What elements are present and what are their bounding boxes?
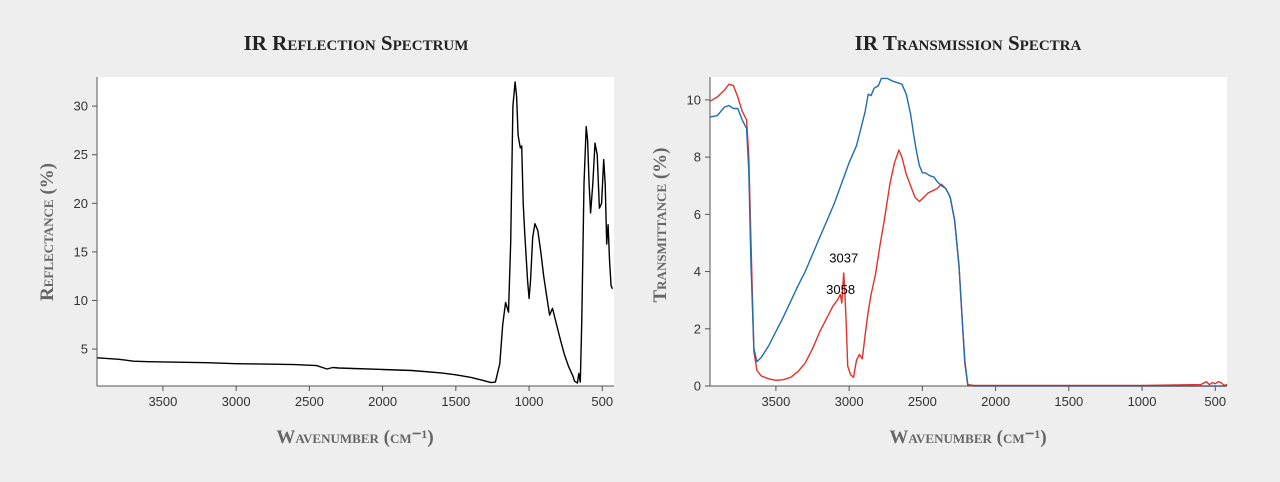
reflection-y-tick-label: 20 (74, 196, 88, 211)
transmission-y-tick-label: 6 (694, 207, 701, 222)
transmission-x-tick-label: 2500 (908, 394, 937, 409)
reflection-x-axis-label: Wavenumber (cm⁻¹) (276, 427, 433, 448)
transmission-chart: IR Transmission Spectra 3500 3000 2500 2000… (650, 31, 1228, 448)
transmission-chart-title: IR Transmission Spectra (855, 31, 1082, 55)
transmission-y-tick-label: 10 (687, 92, 701, 107)
reflection-x-tick-label: 3500 (148, 394, 177, 409)
transmission-x-axis-label: Wavenumber (cm⁻¹) (889, 427, 1046, 448)
transmission-x-tick-label: 1000 (1128, 394, 1157, 409)
transmission-series-line-1 (709, 77, 1227, 387)
transmission-y-axis-label: Transmittance (%) (650, 147, 671, 302)
transmission-y-tick-label: 4 (694, 264, 701, 279)
transmission-x-tick-label: 3000 (835, 394, 864, 409)
reflection-chart: IR Reflection Spectrum 3500 3000 2500 2000 1… (37, 31, 614, 448)
transmission-x-tick-label: 1500 (1054, 394, 1083, 409)
reflection-x-tick-label: 500 (591, 394, 613, 409)
transmission-plot-area (710, 77, 1227, 386)
reflection-x-tick-label: 1500 (441, 394, 470, 409)
reflection-ticks: 3500 3000 2500 2000 1500 1000 500 5 10 15 20 25 30 (74, 99, 614, 409)
reflection-chart-title: IR Reflection Spectrum (244, 31, 469, 55)
reflection-y-tick-label: 5 (81, 342, 88, 357)
transmission-y-tick-label: 2 (694, 321, 701, 336)
transmission-y-tick-label: 0 (694, 379, 701, 394)
reflection-x-tick-label: 2000 (368, 394, 397, 409)
transmission-series (709, 77, 1228, 387)
reflection-y-axis-label: Reflectance (%) (37, 163, 58, 301)
reflection-x-tick-label: 1000 (515, 394, 544, 409)
reflection-series (96, 81, 614, 384)
transmission-x-tick-label: 2000 (981, 394, 1010, 409)
reflection-x-tick-label: 2500 (295, 394, 324, 409)
reflection-y-tick-label: 30 (74, 99, 88, 114)
transmission-x-tick-label: 500 (1204, 394, 1226, 409)
reflection-y-tick-label: 25 (74, 147, 88, 162)
reflection-series-line-0 (96, 81, 614, 384)
peak-annotation-3037: 3037 (829, 251, 858, 266)
transmission-x-tick-label: 3500 (761, 394, 790, 409)
peak-annotation-3058: 3058 (826, 282, 855, 297)
reflection-plot-area (97, 77, 614, 386)
reflection-y-tick-label: 10 (74, 293, 88, 308)
transmission-ticks: 3500 3000 2500 2000 1500 1000 500 0 2 4 6 8 10 (687, 92, 1227, 409)
reflection-y-tick-label: 15 (74, 244, 88, 259)
reflection-x-tick-label: 3000 (222, 394, 251, 409)
transmission-annotations: 3058 3037 (826, 251, 858, 297)
transmission-y-tick-label: 8 (694, 150, 701, 165)
